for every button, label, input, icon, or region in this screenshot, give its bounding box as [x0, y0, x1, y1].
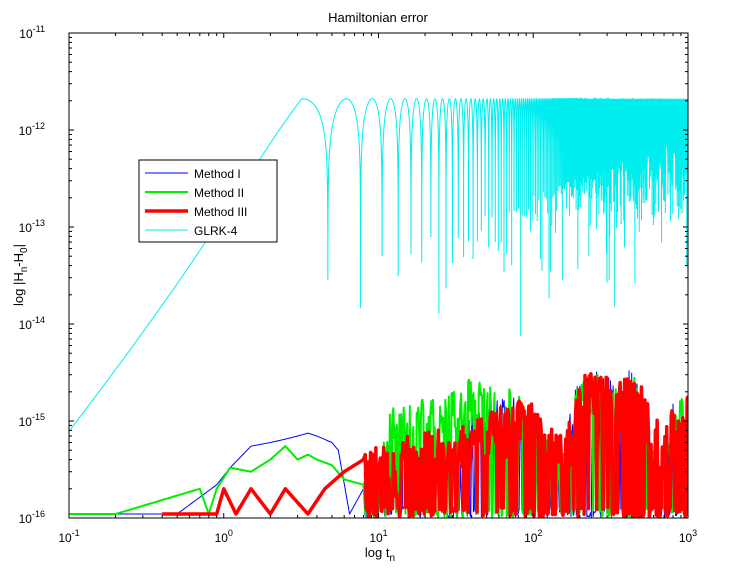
y-axis-label: log |Hn-H0| [11, 244, 30, 306]
x-tick-label: 101 [369, 528, 387, 545]
legend-box [138, 159, 278, 243]
series-layer [69, 96, 688, 518]
chart-title: Hamiltonian error [328, 10, 428, 25]
y-tick-label: 10-14 [19, 315, 45, 332]
y-tick-label: 10-13 [19, 218, 45, 235]
legend-label: Method III [194, 205, 247, 219]
series-line-glrk-4 [69, 96, 688, 432]
series-line-method-iii [161, 372, 688, 518]
y-tick-label: 10-16 [19, 509, 45, 526]
x-axis-label: log tn [365, 545, 395, 564]
y-tick-label: 10-15 [19, 412, 45, 429]
legend-label: Method II [194, 186, 244, 200]
x-tick-label: 100 [215, 528, 233, 545]
tick-layer: 10-16 10-15 10-14 10-13 10-12 10-11 10-1 100 101… [19, 24, 698, 545]
legend-label: Method I [194, 167, 241, 181]
legend: Method I Method II Method III GLRK-4 [138, 159, 278, 243]
plot-frame [68, 32, 689, 519]
x-tick-label: 102 [524, 528, 542, 545]
x-tick-label: 10-1 [58, 528, 79, 545]
legend-label: GLRK-4 [194, 224, 238, 238]
y-tick-label: 10-11 [19, 24, 45, 41]
x-tick-label: 103 [679, 528, 697, 545]
y-tick-label: 10-12 [19, 121, 45, 138]
